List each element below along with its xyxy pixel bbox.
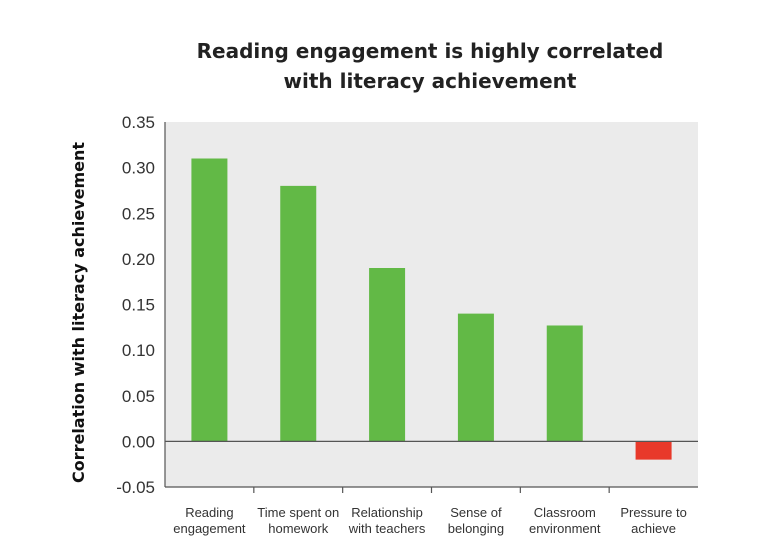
y-tick-label: 0.15	[122, 296, 155, 315]
y-tick-label: 0.35	[122, 113, 155, 132]
y-tick-label: -0.05	[116, 478, 155, 497]
y-tick-label: 0.25	[122, 204, 155, 223]
plot-area	[165, 122, 698, 487]
bar-1	[280, 185, 317, 442]
chart-title-line-1: Reading engagement is highly correlated	[196, 39, 664, 63]
x-category-label: Relationship	[351, 505, 423, 520]
x-category-label: homework	[268, 521, 328, 536]
x-category-label: Classroom	[534, 505, 596, 520]
x-category-label: Time spent on	[257, 505, 339, 520]
chart-title-line-2: with literacy achievement	[283, 69, 577, 93]
bar-3	[457, 313, 494, 442]
axes-group	[164, 122, 698, 493]
x-category-label: with teachers	[348, 521, 426, 536]
bars-group	[191, 158, 672, 460]
x-category-label: achieve	[631, 521, 676, 536]
bar-2	[369, 268, 406, 442]
chart-title: Reading engagement is highly correlated …	[110, 36, 750, 96]
x-category-label: environment	[529, 521, 601, 536]
y-axis-title: Correlation with literacy achievement	[69, 142, 88, 483]
y-ticks-group: 0.35 0.30 0.25 0.20 0.15 0.10 0.05 0.00 -0.05	[116, 113, 155, 497]
x-category-label: Pressure to	[620, 505, 686, 520]
y-tick-label: 0.00	[122, 432, 155, 451]
x-category-label: engagement	[173, 521, 246, 536]
bar-4	[546, 325, 583, 442]
bar-5	[635, 441, 672, 460]
y-tick-label: 0.20	[122, 250, 155, 269]
y-tick-label: 0.05	[122, 387, 155, 406]
x-category-label: belonging	[448, 521, 504, 536]
x-category-label: Sense of	[450, 505, 502, 520]
y-tick-label: 0.30	[122, 159, 155, 178]
bar-0	[191, 158, 228, 442]
y-tick-label: 0.10	[122, 341, 155, 360]
x-category-label: Reading	[185, 505, 233, 520]
